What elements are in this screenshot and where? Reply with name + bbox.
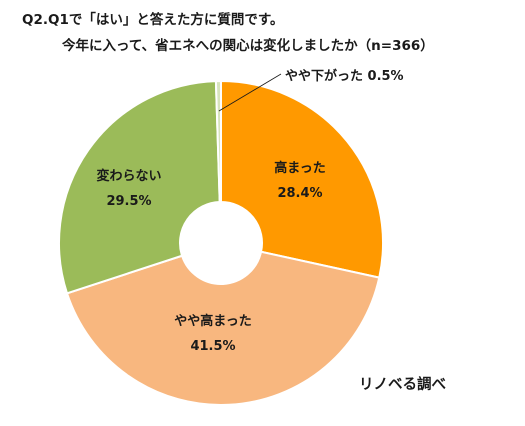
slice-1	[220, 79, 384, 279]
slice-group	[58, 79, 384, 406]
chart-title-line-1: Q2.Q1で「はい」と答えた方に質問です。	[22, 12, 284, 28]
slice-label-3: 変わらない	[96, 168, 161, 184]
slice-label-1: 高まった	[274, 160, 325, 176]
slice-value-1: 28.4%	[277, 186, 322, 201]
label-group: 高まった 28.4% やや高まった 41.5% 変わらない 29.5% やや下がった 0.5…	[96, 68, 403, 354]
slice-3	[58, 80, 221, 295]
source-credit: リノベる調べ	[359, 377, 446, 393]
slice-value-3: 29.5%	[106, 194, 151, 209]
leader-line	[218, 73, 282, 112]
slice-4	[214, 79, 222, 204]
slice-label-4: やや下がった 0.5%	[285, 68, 404, 84]
slice-2	[65, 250, 381, 406]
slice-value-2: 41.5%	[190, 339, 235, 354]
chart-title-line-2: 今年に入って、省エネへの関心は変化しましたか（n=366）	[62, 38, 434, 54]
slice-label-2: やや高まった	[174, 313, 251, 329]
